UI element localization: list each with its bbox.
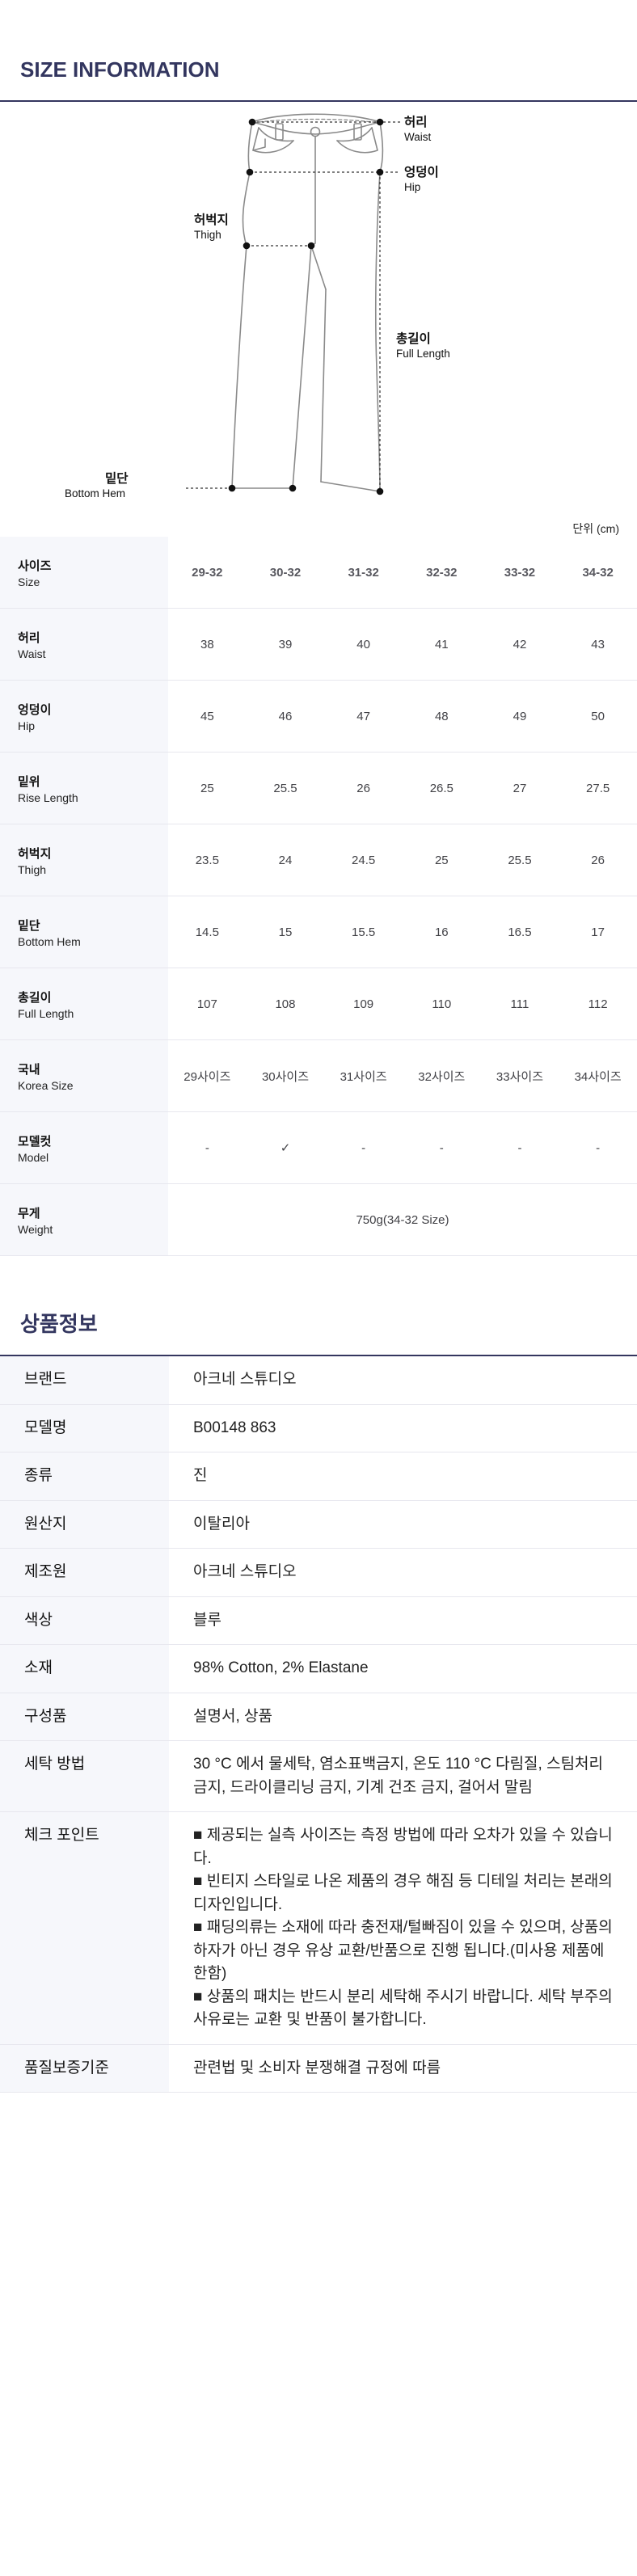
svg-text:엉덩이: 엉덩이 (404, 164, 439, 179)
svg-text:허리: 허리 (404, 115, 428, 129)
svg-text:Hip: Hip (404, 181, 420, 193)
svg-text:Bottom Hem: Bottom Hem (65, 487, 125, 500)
svg-text:Thigh: Thigh (194, 229, 221, 241)
svg-text:허벅지: 허벅지 (194, 212, 229, 227)
svg-text:총길이: 총길이 (396, 331, 431, 346)
svg-text:밑단: 밑단 (105, 470, 129, 486)
svg-text:Waist: Waist (404, 131, 431, 143)
svg-text:Full Length: Full Length (396, 348, 450, 360)
